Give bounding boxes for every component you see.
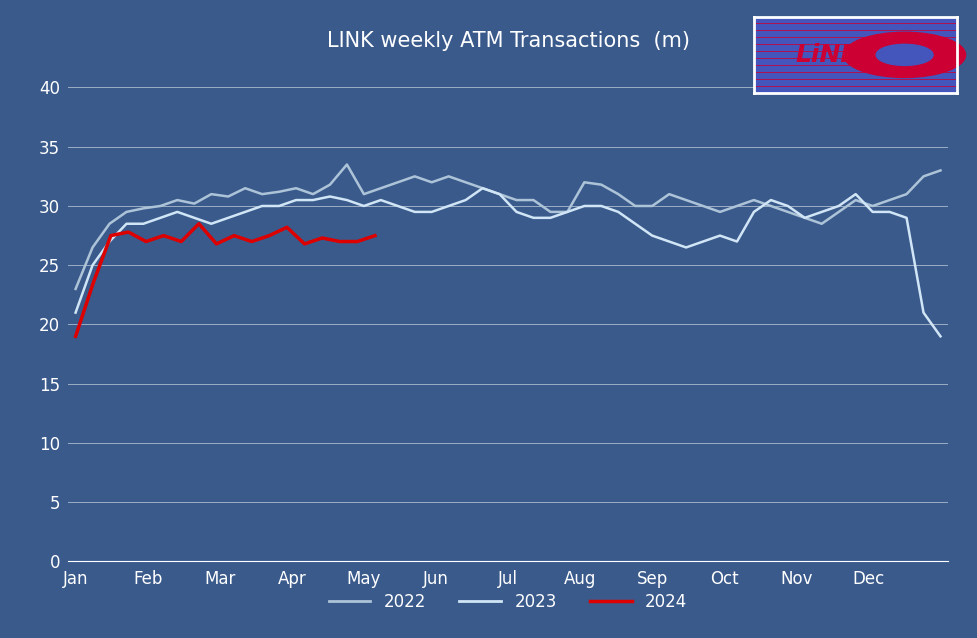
Legend: 2022, 2023, 2024: 2022, 2023, 2024 bbox=[322, 586, 694, 618]
Circle shape bbox=[876, 44, 933, 66]
Circle shape bbox=[844, 33, 965, 77]
Title: LINK weekly ATM Transactions  (m): LINK weekly ATM Transactions (m) bbox=[326, 31, 690, 51]
Text: LiNK: LiNK bbox=[795, 43, 860, 67]
